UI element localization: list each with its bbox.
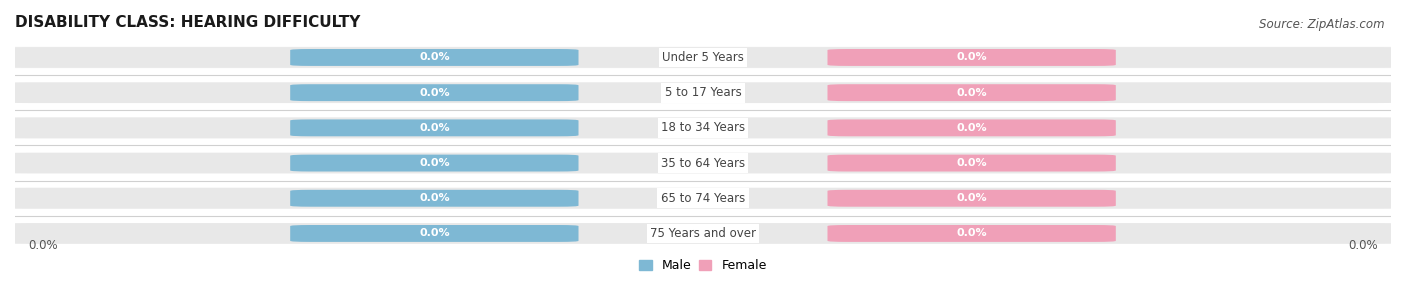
FancyBboxPatch shape: [290, 84, 578, 101]
Text: 75 Years and over: 75 Years and over: [650, 227, 756, 240]
Legend: Male, Female: Male, Female: [640, 259, 766, 272]
FancyBboxPatch shape: [828, 49, 1116, 66]
FancyBboxPatch shape: [828, 120, 1116, 136]
Text: 65 to 74 Years: 65 to 74 Years: [661, 192, 745, 205]
Text: 0.0%: 0.0%: [956, 193, 987, 203]
FancyBboxPatch shape: [828, 84, 1116, 101]
Text: 0.0%: 0.0%: [419, 123, 450, 133]
FancyBboxPatch shape: [1, 82, 1405, 103]
Text: 0.0%: 0.0%: [956, 52, 987, 63]
Text: 5 to 17 Years: 5 to 17 Years: [665, 86, 741, 99]
FancyBboxPatch shape: [1, 223, 1405, 244]
FancyBboxPatch shape: [1, 117, 1405, 138]
FancyBboxPatch shape: [0, 152, 1406, 174]
FancyBboxPatch shape: [0, 117, 1406, 138]
Text: 0.0%: 0.0%: [419, 193, 450, 203]
Text: Under 5 Years: Under 5 Years: [662, 51, 744, 64]
FancyBboxPatch shape: [0, 47, 1406, 68]
FancyBboxPatch shape: [290, 225, 578, 242]
Text: 0.0%: 0.0%: [419, 158, 450, 168]
FancyBboxPatch shape: [1, 47, 1405, 68]
FancyBboxPatch shape: [290, 155, 578, 171]
Text: DISABILITY CLASS: HEARING DIFFICULTY: DISABILITY CLASS: HEARING DIFFICULTY: [15, 15, 360, 30]
Text: 0.0%: 0.0%: [956, 228, 987, 239]
Text: 18 to 34 Years: 18 to 34 Years: [661, 121, 745, 135]
FancyBboxPatch shape: [0, 188, 1406, 209]
FancyBboxPatch shape: [290, 120, 578, 136]
Text: 0.0%: 0.0%: [956, 123, 987, 133]
FancyBboxPatch shape: [290, 49, 578, 66]
Text: 0.0%: 0.0%: [956, 158, 987, 168]
Text: 0.0%: 0.0%: [1348, 239, 1378, 252]
Text: 35 to 64 Years: 35 to 64 Years: [661, 156, 745, 170]
FancyBboxPatch shape: [0, 223, 1406, 244]
Text: 0.0%: 0.0%: [419, 52, 450, 63]
FancyBboxPatch shape: [828, 155, 1116, 171]
FancyBboxPatch shape: [1, 188, 1405, 209]
FancyBboxPatch shape: [290, 190, 578, 207]
Text: Source: ZipAtlas.com: Source: ZipAtlas.com: [1260, 18, 1385, 31]
FancyBboxPatch shape: [828, 225, 1116, 242]
FancyBboxPatch shape: [0, 82, 1406, 103]
FancyBboxPatch shape: [828, 190, 1116, 207]
FancyBboxPatch shape: [1, 153, 1405, 174]
Text: 0.0%: 0.0%: [419, 228, 450, 239]
Text: 0.0%: 0.0%: [956, 88, 987, 98]
Text: 0.0%: 0.0%: [419, 88, 450, 98]
Text: 0.0%: 0.0%: [28, 239, 58, 252]
